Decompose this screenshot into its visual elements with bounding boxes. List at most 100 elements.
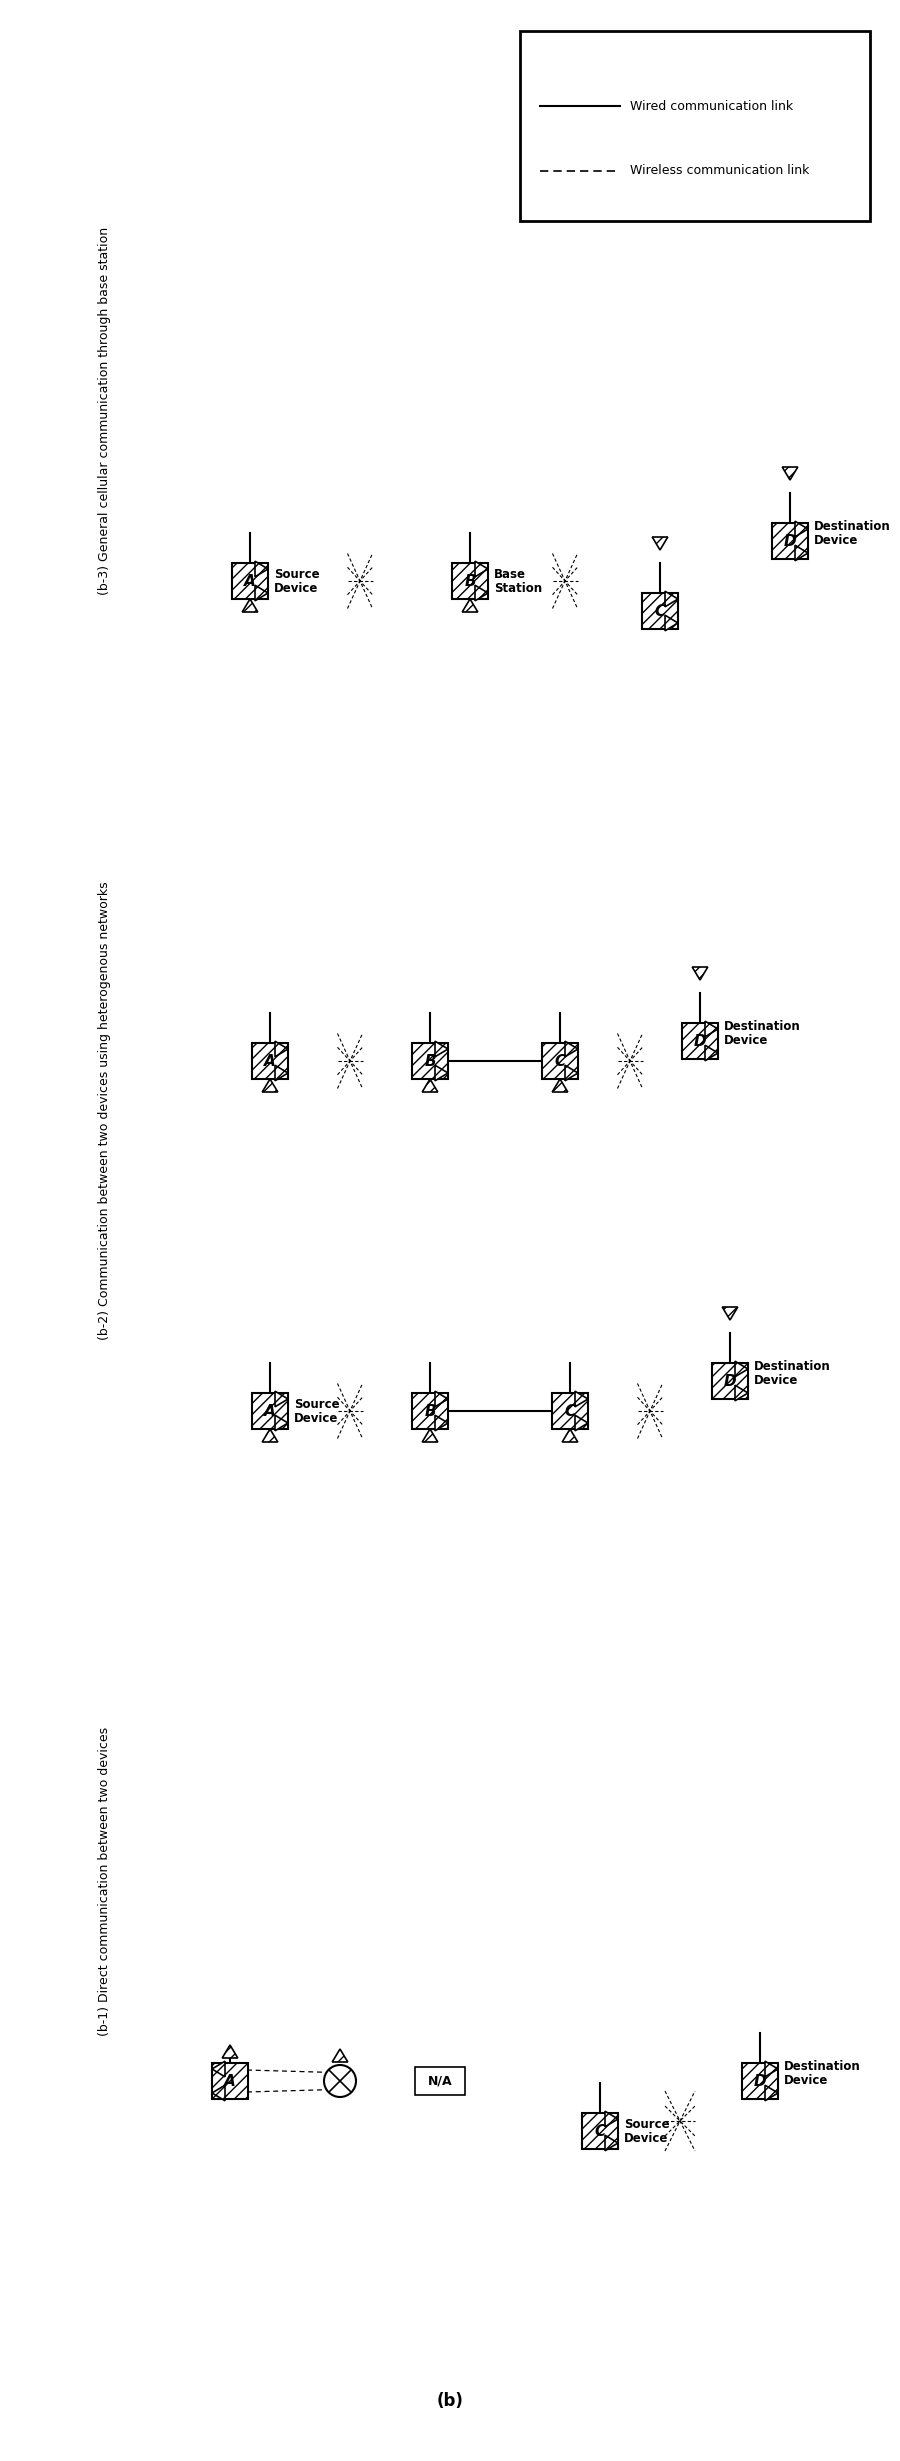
Text: B: B (464, 573, 476, 588)
Polygon shape (722, 1307, 738, 1319)
Polygon shape (735, 1386, 748, 1400)
Text: A: A (264, 1053, 276, 1068)
Polygon shape (665, 615, 678, 630)
Bar (412, 1043, 448, 1078)
Polygon shape (275, 1415, 288, 1430)
Text: A: A (224, 2075, 236, 2089)
Text: Wired communication link: Wired communication link (630, 98, 793, 113)
Text: N/A: N/A (428, 2075, 453, 2087)
Text: Device: Device (294, 1413, 338, 1425)
Polygon shape (705, 1021, 718, 1036)
Text: Wireless communication link: Wireless communication link (630, 165, 809, 177)
Bar (232, 564, 268, 598)
Polygon shape (435, 1415, 448, 1430)
Polygon shape (435, 1066, 448, 1080)
Text: Device: Device (274, 581, 319, 596)
Text: Device: Device (724, 1034, 769, 1048)
Text: D: D (724, 1373, 736, 1388)
Polygon shape (795, 546, 808, 561)
Bar (552, 1393, 588, 1430)
Polygon shape (605, 2112, 618, 2126)
Text: A: A (264, 1403, 276, 1418)
Text: (b-3) General cellular communication through base station: (b-3) General cellular communication thr… (98, 226, 112, 596)
Polygon shape (463, 598, 478, 613)
Bar (582, 2114, 618, 2148)
Polygon shape (275, 1390, 288, 1408)
Text: Device: Device (784, 2075, 828, 2087)
Bar (415, 2067, 465, 2094)
Polygon shape (422, 1430, 437, 1442)
Polygon shape (765, 2084, 778, 2102)
Bar (682, 1024, 718, 1058)
Text: D: D (784, 534, 796, 549)
Bar (252, 1393, 288, 1430)
Polygon shape (262, 1078, 278, 1093)
Polygon shape (212, 2084, 225, 2102)
Text: Device: Device (754, 1376, 798, 1388)
Text: Source: Source (274, 568, 319, 581)
Polygon shape (262, 1430, 278, 1442)
Polygon shape (795, 522, 808, 536)
Text: D: D (753, 2075, 766, 2089)
Text: B: B (424, 1403, 436, 1418)
Bar (412, 1393, 448, 1430)
Polygon shape (553, 1078, 568, 1093)
Bar (542, 1043, 578, 1078)
Text: Device: Device (814, 534, 859, 546)
Text: Base: Base (494, 568, 526, 581)
Text: Destination: Destination (724, 1021, 801, 1034)
Polygon shape (422, 1078, 437, 1093)
Text: D: D (694, 1034, 706, 1048)
Polygon shape (692, 967, 707, 979)
Text: C: C (594, 2124, 606, 2139)
Polygon shape (605, 2136, 618, 2151)
Polygon shape (575, 1390, 588, 1408)
Polygon shape (242, 598, 257, 613)
Polygon shape (652, 536, 668, 549)
Polygon shape (665, 591, 678, 608)
Polygon shape (575, 1415, 588, 1430)
Polygon shape (765, 2062, 778, 2077)
Bar (252, 1043, 288, 1078)
Text: Station: Station (494, 581, 542, 596)
Text: A: A (244, 573, 256, 588)
Bar (772, 524, 808, 559)
Text: Destination: Destination (784, 2060, 860, 2075)
Text: (b): (b) (436, 2392, 464, 2409)
Polygon shape (332, 2050, 347, 2062)
Text: Device: Device (624, 2131, 669, 2144)
Text: C: C (654, 603, 666, 618)
Polygon shape (565, 1066, 578, 1080)
Polygon shape (222, 2045, 238, 2057)
Text: B: B (424, 1053, 436, 1068)
Polygon shape (735, 1361, 748, 1376)
Polygon shape (562, 1430, 578, 1442)
Polygon shape (275, 1066, 288, 1080)
Bar (452, 564, 488, 598)
Text: Destination: Destination (814, 519, 891, 534)
Polygon shape (475, 561, 488, 576)
Polygon shape (212, 2062, 225, 2077)
Polygon shape (705, 1046, 718, 1061)
Bar (520, 32, 870, 221)
Text: (b-1) Direct communication between two devices: (b-1) Direct communication between two d… (98, 1728, 112, 2035)
Text: Destination: Destination (754, 1361, 831, 1373)
Bar (742, 2062, 778, 2099)
Bar (212, 2062, 248, 2099)
Polygon shape (435, 1390, 448, 1408)
Text: Source: Source (294, 1398, 339, 1410)
Text: C: C (554, 1053, 565, 1068)
Polygon shape (565, 1041, 578, 1056)
Circle shape (324, 2065, 356, 2097)
Bar (642, 593, 678, 630)
Text: C: C (564, 1403, 576, 1418)
Polygon shape (782, 468, 797, 480)
Polygon shape (275, 1041, 288, 1056)
Bar (712, 1363, 748, 1398)
Polygon shape (255, 561, 268, 576)
Polygon shape (255, 586, 268, 600)
Polygon shape (435, 1041, 448, 1056)
Polygon shape (475, 586, 488, 600)
Text: (b-2) Communication between two devices using heterogenous networks: (b-2) Communication between two devices … (98, 881, 112, 1341)
Text: Source: Source (624, 2116, 670, 2131)
